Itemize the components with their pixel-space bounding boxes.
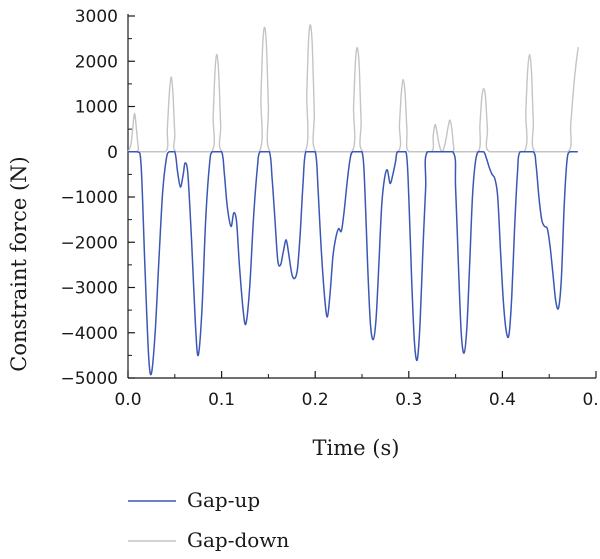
plot-area: 3000 2000 1000 0 −1000 −2000 −3000 −4000 −5000 0… [60, 7, 600, 410]
x-tick-label: 0.0 [114, 390, 141, 410]
y-axis-title: Constraint force (N) [7, 156, 31, 371]
y-tick-label: −1000 [60, 188, 118, 208]
legend-label-gap-up: Gap-up [187, 488, 260, 512]
x-ticks: 0.0 0.1 0.2 0.3 0.4 0.5 [114, 371, 600, 410]
x-tick-label: 0.4 [489, 390, 516, 410]
y-tick-label: 0 [107, 143, 118, 163]
x-tick-label: 0.5 [582, 390, 600, 410]
y-ticks: 3000 2000 1000 0 −1000 −2000 −3000 −4000 −5000 [60, 7, 135, 389]
legend-label-gap-down: Gap-down [187, 528, 289, 552]
y-tick-label: −3000 [60, 279, 118, 299]
x-tick-label: 0.1 [208, 390, 235, 410]
series-layer [127, 24, 579, 376]
x-tick-label: 0.3 [395, 390, 422, 410]
x-tick-label: 0.2 [302, 390, 329, 410]
series-line-gap-down [127, 24, 579, 153]
x-axis-title: Time (s) [313, 436, 400, 460]
y-tick-label: 3000 [75, 7, 118, 27]
y-tick-label: −4000 [60, 324, 118, 344]
y-tick-label: −5000 [60, 369, 118, 389]
y-tick-label: 1000 [75, 98, 118, 118]
series-line-gap-up [127, 150, 579, 376]
y-tick-label: −2000 [60, 233, 118, 253]
legend: Gap-up Gap-down [128, 488, 289, 552]
y-tick-label: 2000 [75, 52, 118, 72]
